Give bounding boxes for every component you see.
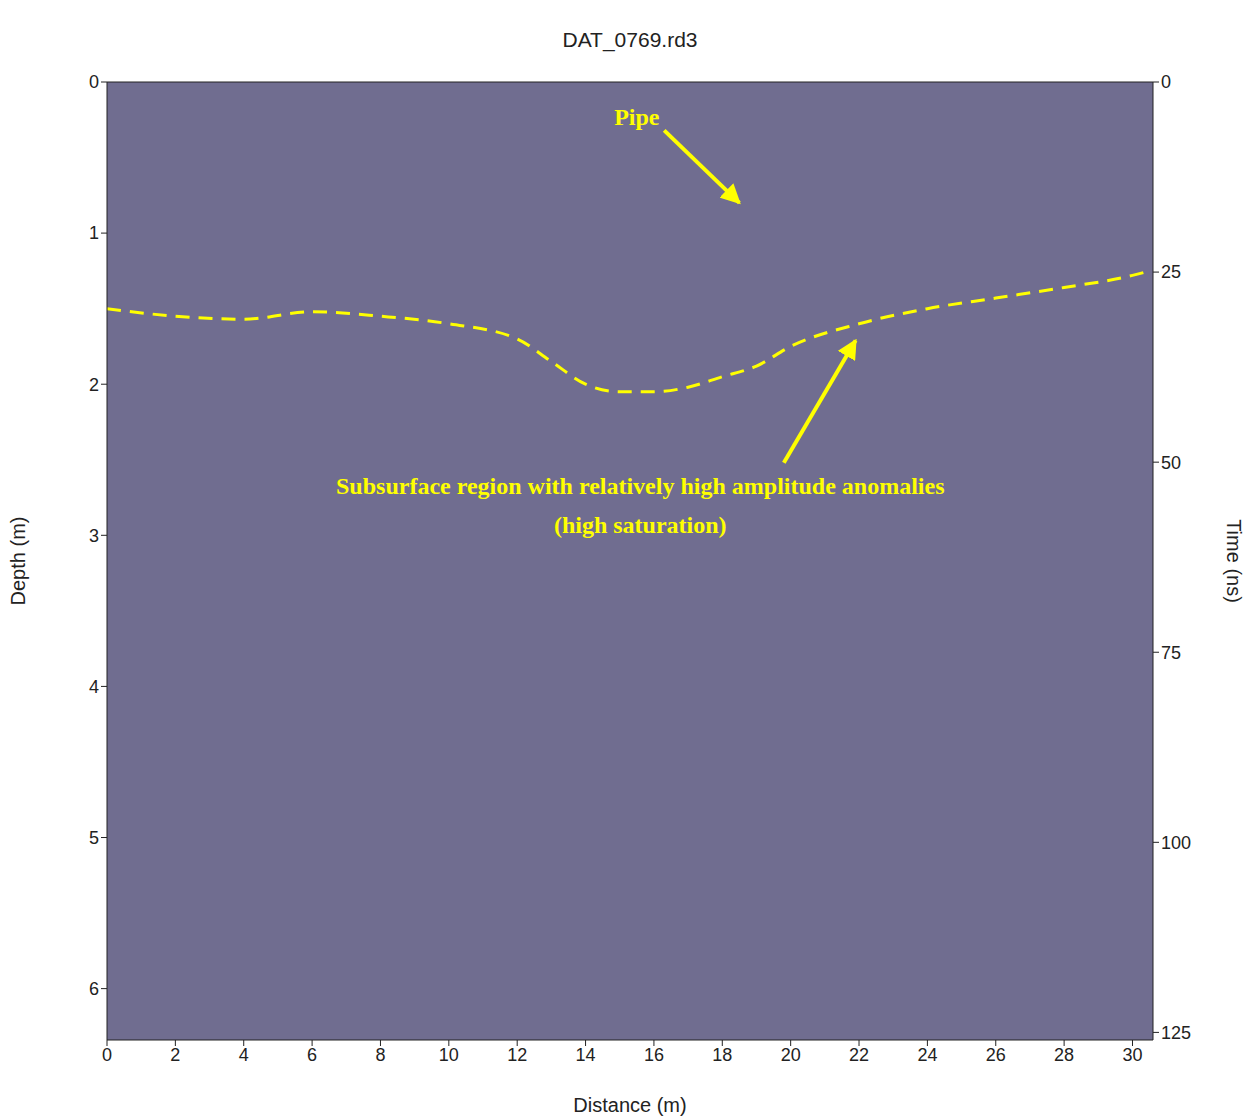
svg-text:Distance (m): Distance (m) [573,1094,686,1116]
svg-text:125: 125 [1161,1023,1191,1043]
svg-text:18: 18 [712,1045,732,1065]
svg-text:2: 2 [89,375,99,395]
svg-text:30: 30 [1122,1045,1142,1065]
svg-text:22: 22 [849,1045,869,1065]
svg-text:2: 2 [170,1045,180,1065]
svg-text:14: 14 [576,1045,596,1065]
svg-text:4: 4 [239,1045,249,1065]
svg-text:(high saturation): (high saturation) [554,512,727,538]
svg-text:0: 0 [89,72,99,92]
svg-text:4: 4 [89,677,99,697]
svg-text:28: 28 [1054,1045,1074,1065]
svg-text:Depth (m): Depth (m) [7,517,29,606]
svg-text:5: 5 [89,828,99,848]
svg-text:0: 0 [1161,72,1171,92]
svg-text:Subsurface region with relativ: Subsurface region with relatively high a… [336,473,944,499]
svg-text:20: 20 [781,1045,801,1065]
svg-text:Pipe: Pipe [614,104,660,130]
svg-text:24: 24 [917,1045,937,1065]
svg-text:Time (ns): Time (ns) [1223,519,1245,603]
svg-text:26: 26 [986,1045,1006,1065]
svg-text:12: 12 [507,1045,527,1065]
svg-text:6: 6 [89,979,99,999]
svg-text:6: 6 [307,1045,317,1065]
svg-text:8: 8 [375,1045,385,1065]
html-text:DAT_0769.rd3: DAT_0769.rd3 [562,28,698,51]
svg-text:25: 25 [1161,262,1181,282]
svg-text:3: 3 [89,526,99,546]
svg-text:75: 75 [1161,643,1181,663]
svg-text:50: 50 [1161,453,1181,473]
svg-text:16: 16 [644,1045,664,1065]
svg-text:10: 10 [439,1045,459,1065]
svg-text:1: 1 [89,223,99,243]
svg-text:0: 0 [102,1045,112,1065]
svg-text:100: 100 [1161,833,1191,853]
